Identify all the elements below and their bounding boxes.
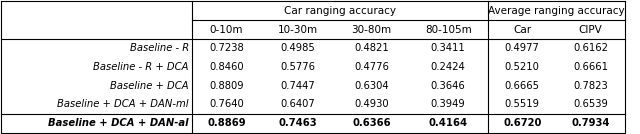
Text: 0.6407: 0.6407	[280, 99, 316, 109]
Text: 0.4821: 0.4821	[354, 43, 389, 53]
Text: 0.8809: 0.8809	[209, 81, 244, 91]
Text: 0.6304: 0.6304	[354, 81, 389, 91]
Text: CIPV: CIPV	[579, 25, 602, 35]
Text: 0.7823: 0.7823	[573, 81, 608, 91]
Text: Baseline + DCA + DAN-al: Baseline + DCA + DAN-al	[49, 118, 189, 128]
Text: Baseline - R: Baseline - R	[130, 43, 189, 53]
Text: 30-80m: 30-80m	[351, 25, 392, 35]
Text: 0.7238: 0.7238	[209, 43, 244, 53]
Text: Car ranging accuracy: Car ranging accuracy	[284, 6, 396, 16]
Text: 0.6665: 0.6665	[505, 81, 540, 91]
Text: 0.5210: 0.5210	[505, 62, 540, 72]
Text: 0.3949: 0.3949	[431, 99, 465, 109]
Text: Baseline + DCA: Baseline + DCA	[110, 81, 189, 91]
Text: 80-105m: 80-105m	[425, 25, 472, 35]
Text: 0.6366: 0.6366	[352, 118, 391, 128]
Text: 0.7640: 0.7640	[209, 99, 244, 109]
Text: 10-30m: 10-30m	[278, 25, 318, 35]
Text: Average ranging accuracy: Average ranging accuracy	[488, 6, 625, 16]
Text: 0.7447: 0.7447	[280, 81, 316, 91]
Text: 0.4985: 0.4985	[280, 43, 316, 53]
Text: 0.6162: 0.6162	[573, 43, 608, 53]
Text: 0.4977: 0.4977	[505, 43, 540, 53]
Text: 0.7463: 0.7463	[278, 118, 317, 128]
Text: 0.6661: 0.6661	[573, 62, 608, 72]
Text: 0.8869: 0.8869	[207, 118, 246, 128]
Text: 0.3411: 0.3411	[431, 43, 465, 53]
Text: 0.2424: 0.2424	[431, 62, 465, 72]
Text: 0.5519: 0.5519	[505, 99, 540, 109]
Text: 0.4930: 0.4930	[354, 99, 389, 109]
Text: 0.6539: 0.6539	[573, 99, 608, 109]
Text: 0.4164: 0.4164	[429, 118, 468, 128]
Text: Car: Car	[513, 25, 531, 35]
Text: 0.5776: 0.5776	[280, 62, 316, 72]
Text: 0.6720: 0.6720	[503, 118, 541, 128]
Text: 0.4776: 0.4776	[354, 62, 389, 72]
Text: 0.8460: 0.8460	[209, 62, 244, 72]
Text: Baseline + DCA + DAN-ml: Baseline + DCA + DAN-ml	[58, 99, 189, 109]
Text: 0.7934: 0.7934	[572, 118, 610, 128]
Text: 0.3646: 0.3646	[431, 81, 465, 91]
Text: 0-10m: 0-10m	[210, 25, 243, 35]
Text: Baseline - R + DCA: Baseline - R + DCA	[93, 62, 189, 72]
